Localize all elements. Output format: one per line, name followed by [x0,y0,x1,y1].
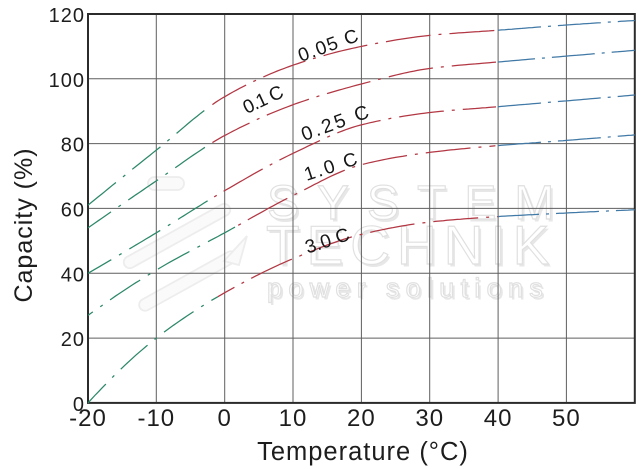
svg-text:0: 0 [218,405,232,432]
svg-text:SYSTEM: SYSTEM [267,177,572,230]
svg-text:30: 30 [415,405,444,432]
svg-text:50: 50 [552,405,581,432]
svg-text:10: 10 [279,405,308,432]
svg-text:20: 20 [347,405,376,432]
svg-text:80: 80 [61,135,85,157]
svg-text:power solutions: power solutions [267,273,549,303]
svg-text:power solutions: power solutions [269,276,551,306]
svg-text:100: 100 [49,70,85,92]
svg-text:Capacity (%): Capacity (%) [10,147,38,302]
svg-text:TECHNIK: TECHNIK [268,217,558,279]
svg-text:20: 20 [61,329,85,351]
svg-text:40: 40 [61,264,85,286]
svg-text:-10: -10 [137,405,175,432]
svg-text:0: 0 [73,394,85,416]
svg-text:TECHNIK: TECHNIK [266,214,556,276]
svg-text:-20: -20 [69,405,107,432]
svg-text:60: 60 [61,199,85,221]
svg-text:Temperature (°C): Temperature (°C) [257,438,469,466]
svg-text:40: 40 [484,405,513,432]
svg-text:120: 120 [49,5,85,27]
